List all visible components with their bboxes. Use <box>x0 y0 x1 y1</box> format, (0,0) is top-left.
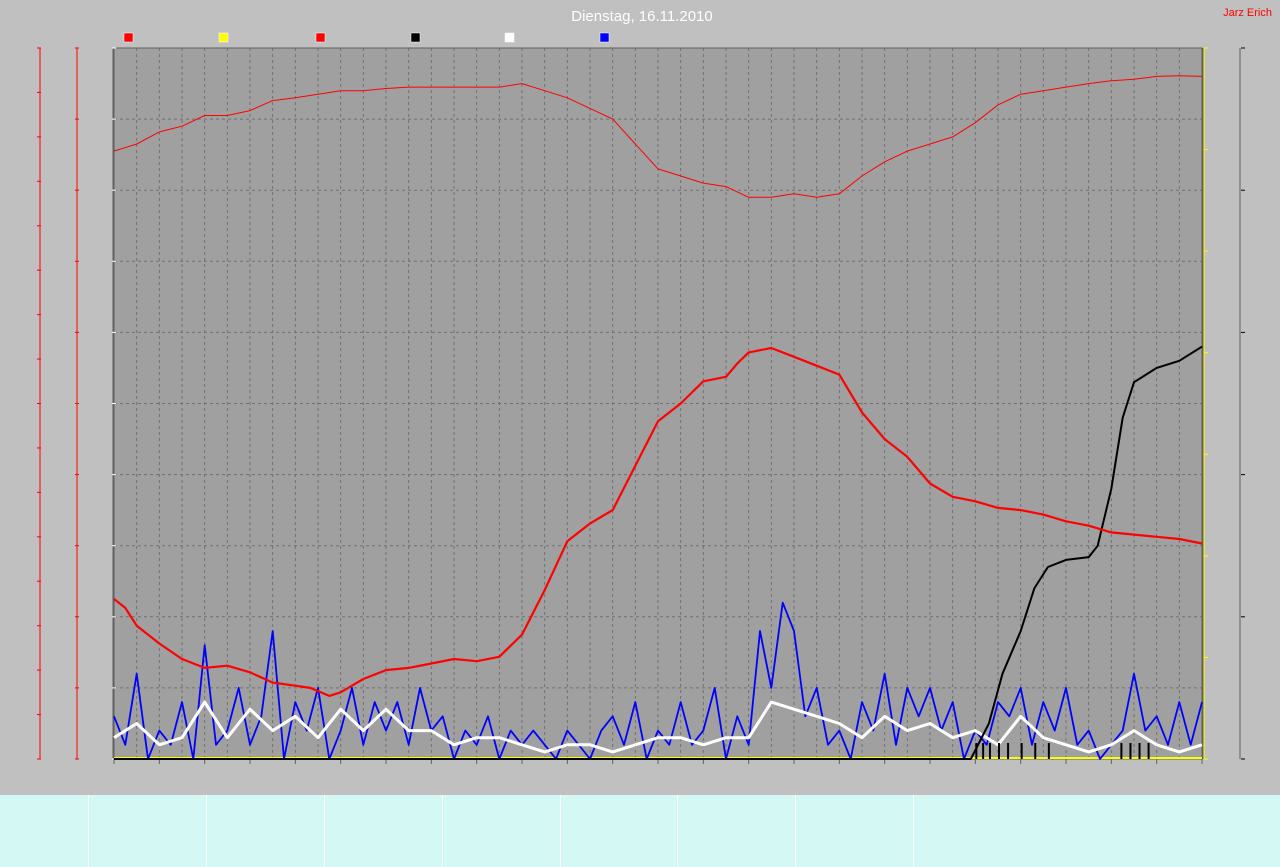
author-label: Jarz Erich <box>1223 7 1272 19</box>
column-separator <box>560 795 561 867</box>
rain-bar <box>1047 743 1050 759</box>
summary-table <box>0 795 1280 867</box>
axes <box>37 47 1245 764</box>
rain-bar <box>1020 743 1023 759</box>
weather-chart: Dienstag, 16.11.2010 Jarz Erich <box>37 7 1272 764</box>
rain-bar <box>982 743 985 759</box>
rain-bar <box>1007 743 1010 759</box>
legend <box>123 32 610 43</box>
series-line-0 <box>113 346 1203 698</box>
column-separator <box>913 795 914 867</box>
rain-bar <box>1120 743 1123 759</box>
series-line-3 <box>113 700 1203 754</box>
series-line-2 <box>114 345 1203 760</box>
legend-swatch-4 <box>504 32 515 43</box>
column-separator <box>88 795 89 867</box>
legend-swatch-0 <box>123 32 134 43</box>
series-line-4 <box>113 601 1203 760</box>
column-separator <box>206 795 207 867</box>
legend-swatch-5 <box>599 32 610 43</box>
series-line-1 <box>113 75 1203 198</box>
column-separator <box>677 795 678 867</box>
rain-bar <box>975 743 978 759</box>
rain-bar <box>1129 743 1132 759</box>
legend-swatch-1 <box>218 32 229 43</box>
column-separator <box>324 795 325 867</box>
column-separator <box>442 795 443 867</box>
series-layer <box>113 75 1203 760</box>
legend-swatch-2 <box>315 32 326 43</box>
chart-title: Dienstag, 16.11.2010 <box>571 8 713 25</box>
rain-bar <box>988 743 991 759</box>
column-separator <box>795 795 796 867</box>
rain-bar <box>998 743 1000 759</box>
rain-bar <box>1147 743 1150 759</box>
rain-bar <box>1034 743 1037 759</box>
legend-swatch-3 <box>410 32 421 43</box>
rain-bar <box>1138 743 1141 759</box>
